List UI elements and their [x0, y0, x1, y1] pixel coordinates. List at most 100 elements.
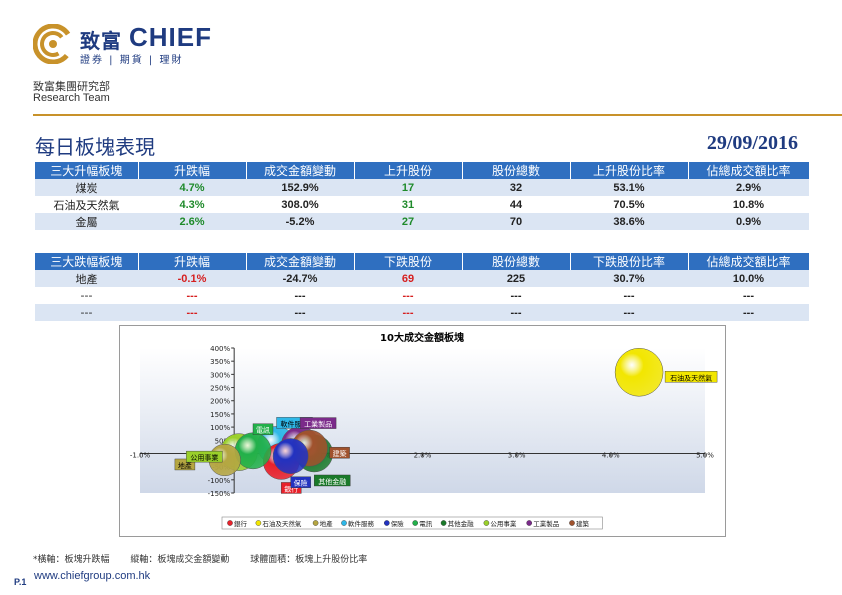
table-row: 地產 -0.1% -24.7% 69 225 30.7% 10.0%	[35, 270, 809, 287]
turnover-share: 10.8%	[732, 198, 765, 211]
legend-marker	[255, 520, 262, 526]
falling-stocks: 69	[354, 270, 462, 287]
department-english: Research Team	[33, 92, 110, 104]
y-tick-label: -150%	[208, 490, 231, 498]
total-stocks: 70	[462, 213, 570, 230]
data-label: 其他金融	[318, 477, 346, 486]
change-pct: 4.7%	[138, 179, 246, 196]
logo-tagline: 證券 | 期貨 | 理財	[80, 55, 184, 66]
logo-english-name: CHIEF	[129, 22, 212, 52]
column-header: 三大跌幅板塊	[35, 253, 139, 270]
legend-entry: 石油及天然氣	[262, 519, 302, 528]
chart-footnote: *橫軸：板塊升跌幅 縱軸：板塊成交金額變動 球體面積：板塊上升股份比率	[33, 552, 385, 565]
top-falling-sectors-table: 三大跌幅板塊 升跌幅 成交金額變動 下跌股份 股份總數 下跌股份比率 佔總成交額…	[35, 253, 810, 321]
data-label-box	[664, 371, 718, 383]
table-header-row: 三大跌幅板塊 升跌幅 成交金額變動 下跌股份 股份總數 下跌股份比率 佔總成交額…	[35, 253, 810, 270]
total-stocks: 44	[509, 198, 523, 211]
legend-entry: 保險	[391, 519, 405, 528]
column-header: 下跌股份比率	[570, 253, 689, 270]
y-tick-label: 150%	[210, 411, 230, 419]
column-header: 股份總數	[462, 162, 571, 179]
turnover-share: 2.9%	[688, 179, 809, 196]
column-header: 成交金額變動	[246, 162, 355, 179]
y-tick-label: 200%	[210, 398, 230, 406]
data-label-box	[329, 446, 350, 459]
website-link[interactable]: www.chiefgroup.com.hk	[34, 570, 151, 582]
x-tick-label: 4.0%	[602, 451, 620, 459]
turnover-share: ---	[688, 304, 809, 321]
total-stocks: 225	[462, 270, 570, 287]
sector-name: ---	[80, 289, 93, 302]
data-label: 地產	[178, 461, 192, 470]
y-tick-label: 300%	[210, 371, 230, 379]
turnover-change: -24.7%	[246, 270, 354, 287]
total-stocks: ---	[462, 304, 570, 321]
turnover-change: -5.2%	[246, 213, 354, 230]
report-date: 29/09/2016	[706, 132, 798, 154]
y-tick-label: 250%	[210, 385, 230, 393]
legend-entry: 工業製品	[533, 519, 559, 528]
y-tick-label: 100%	[210, 424, 230, 432]
legend-marker	[440, 520, 447, 526]
column-header: 成交金額變動	[246, 253, 355, 270]
legend-entry: 電訊	[419, 519, 433, 528]
data-label-box	[186, 450, 223, 463]
column-header: 上升股份	[354, 162, 463, 179]
legend-entry: 銀行	[234, 519, 248, 528]
rising-stocks: 17	[354, 179, 462, 196]
legend-entry: 建築	[576, 519, 590, 528]
column-header: 佔總成交額比率	[688, 162, 810, 179]
change-pct: ---	[186, 289, 198, 302]
legend-marker	[569, 520, 575, 526]
column-header: 佔總成交額比率	[688, 253, 810, 270]
turnover-change: ---	[294, 289, 306, 302]
x-tick-label: -1.0%	[130, 451, 151, 459]
change-pct: -0.1%	[138, 270, 246, 287]
y-tick-label: 50%	[215, 437, 231, 445]
turnover-share: 10.0%	[688, 270, 809, 287]
data-label-box	[290, 476, 311, 488]
legend-marker	[341, 520, 347, 526]
bubble-chart-svg: 10大成交金額板塊 400% 350% 300% 250% 200% 150% 100% 50%…	[130, 331, 718, 530]
sector-name: 金屬	[35, 213, 138, 230]
legend-marker	[526, 520, 533, 526]
rising-ratio: 38.6%	[570, 213, 688, 230]
sector-name: 地產	[35, 270, 138, 287]
change-pct: 4.3%	[179, 198, 205, 211]
footnote-y-axis: 縱軸：板塊成交金額變動	[130, 555, 230, 565]
chief-logo-icon	[33, 24, 73, 64]
column-header: 下跌股份	[354, 253, 463, 270]
table-row: 金屬 2.6% -5.2% 27 70 38.6% 0.9%	[35, 213, 809, 230]
bubble-保險	[272, 438, 309, 474]
data-label-box	[252, 423, 274, 435]
page-number: P.1	[14, 577, 27, 587]
sector-name: 石油及天然氣	[53, 198, 120, 212]
data-label-box	[314, 474, 351, 487]
data-label-box	[299, 417, 337, 429]
legend-marker	[227, 520, 233, 526]
column-header: 上升股份比率	[570, 162, 689, 179]
rising-stocks: 27	[354, 213, 462, 230]
data-label-box	[174, 458, 196, 471]
x-tick-label: 5.0%	[696, 451, 714, 459]
legend-box	[221, 516, 603, 530]
table-row: --- --- --- --- --- --- ---	[35, 287, 809, 304]
footnote-x-axis: *橫軸：板塊升跌幅	[33, 555, 110, 565]
page-title: 每日板塊表現	[35, 135, 155, 159]
legend-marker	[312, 520, 319, 526]
total-stocks: 32	[462, 179, 570, 196]
chart-title: 10大成交金額板塊	[380, 331, 464, 344]
data-label: 工業製品	[304, 420, 332, 429]
rising-ratio: 53.1%	[570, 179, 688, 196]
table-row: 煤炭 4.7% 152.9% 17 32 53.1% 2.9%	[35, 179, 809, 196]
data-label: 建築	[333, 449, 347, 458]
department-chinese: 致富集團研究部	[33, 80, 110, 93]
turnover-change: 308.0%	[281, 198, 319, 211]
legend-entry: 地產	[320, 519, 334, 528]
change-pct: 2.6%	[138, 213, 246, 230]
column-header: 升跌幅	[138, 253, 247, 270]
rising-ratio: 70.5%	[613, 198, 645, 211]
y-tick-label: 400%	[210, 345, 230, 353]
data-label: 銀行	[284, 484, 298, 493]
table-row: 石油及天然氣 4.3% 308.0% 31 44 70.5% 10.8%	[35, 196, 809, 213]
